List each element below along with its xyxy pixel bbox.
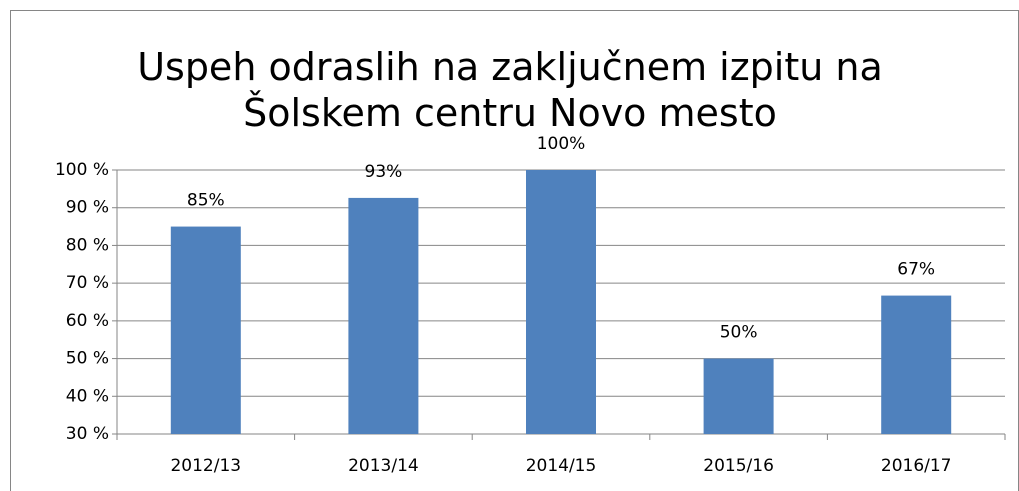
x-tick-label: 2013/14 bbox=[348, 456, 419, 476]
y-tick-label: 60 % bbox=[66, 311, 109, 331]
chart-title: Uspeh odraslih na zaključnem izpitu na Š… bbox=[137, 45, 883, 135]
y-tick-label: 70 % bbox=[66, 273, 109, 293]
bar bbox=[348, 197, 419, 434]
x-tick-label: 2012/13 bbox=[170, 456, 241, 476]
x-tick-label: 2014/15 bbox=[526, 456, 597, 476]
y-tick-label: 80 % bbox=[66, 235, 109, 255]
data-label: 93% bbox=[365, 162, 403, 182]
y-tick-label: 100 % bbox=[55, 160, 109, 180]
bar bbox=[526, 170, 596, 434]
data-label: 85% bbox=[187, 191, 225, 211]
x-tick-label: 2015/16 bbox=[703, 456, 774, 476]
data-label: 100% bbox=[537, 134, 586, 154]
y-tick-label: 40 % bbox=[66, 386, 109, 406]
data-label: 67% bbox=[897, 260, 935, 280]
bar bbox=[703, 358, 774, 434]
y-tick-label: 90 % bbox=[66, 198, 109, 218]
data-label: 50% bbox=[720, 323, 758, 343]
y-tick-label: 30 % bbox=[66, 424, 109, 444]
x-tick-label: 2016/17 bbox=[881, 456, 952, 476]
bar bbox=[881, 295, 952, 434]
y-tick-label: 50 % bbox=[66, 349, 109, 369]
bar bbox=[170, 226, 241, 434]
